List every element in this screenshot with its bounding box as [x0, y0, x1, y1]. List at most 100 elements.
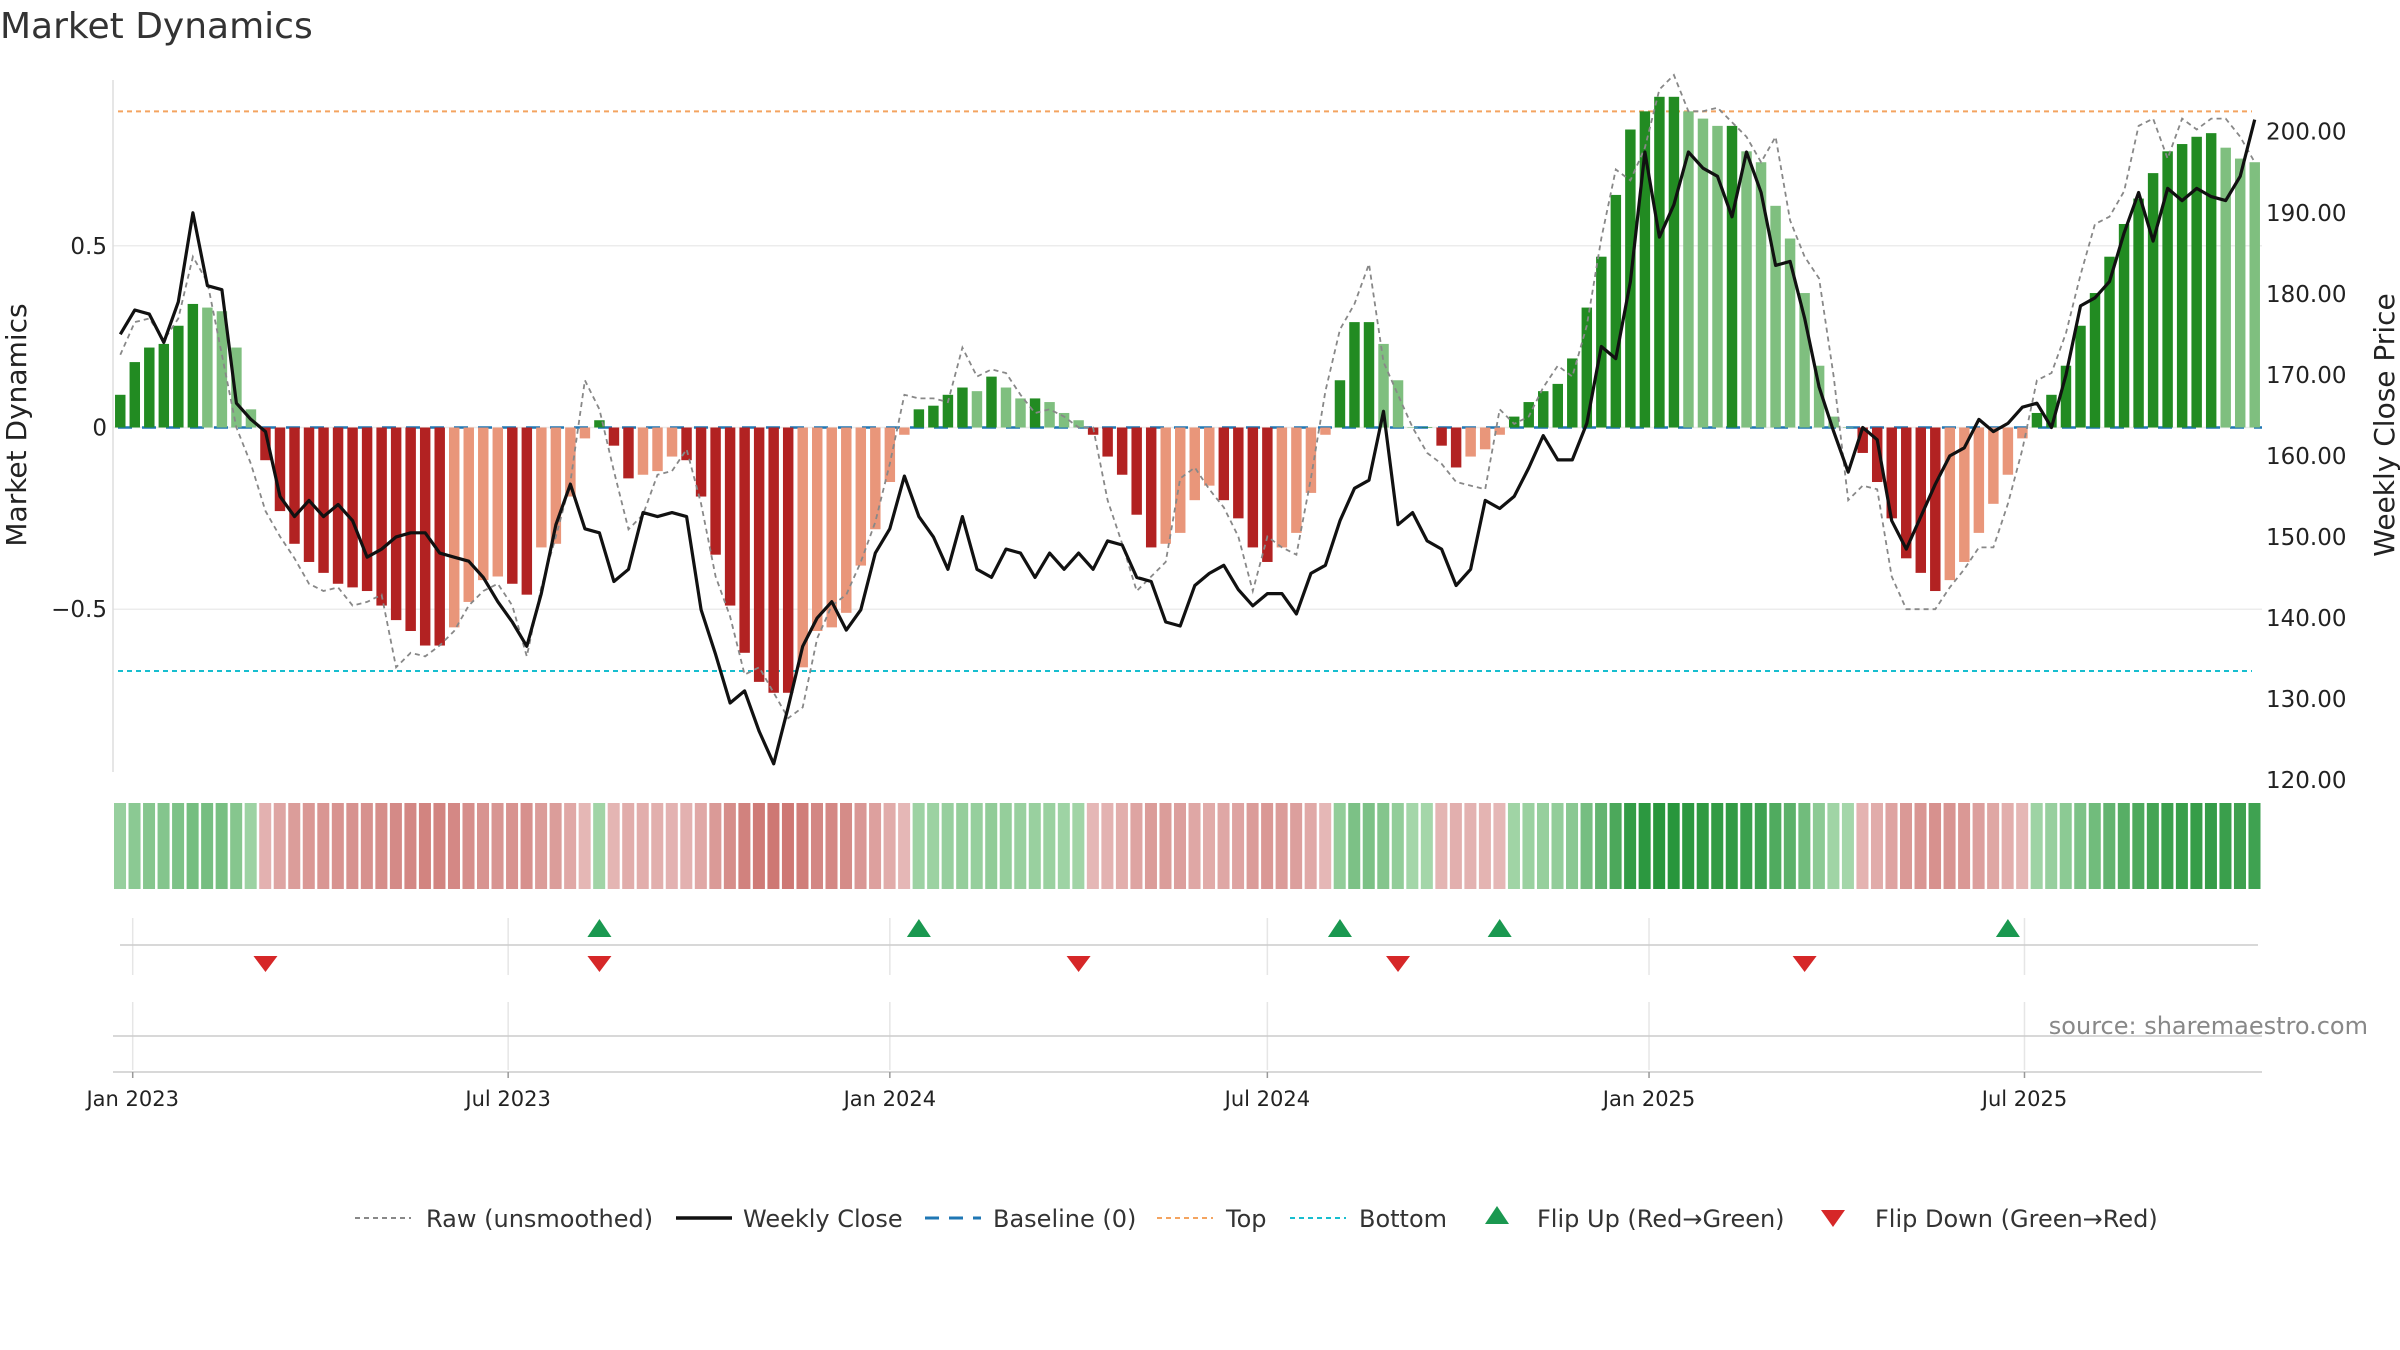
heat-strip-cell — [535, 803, 548, 889]
dynamics-bar — [115, 394, 126, 428]
dynamics-bar — [1871, 427, 1883, 483]
dynamics-bar — [724, 427, 736, 606]
heat-strip-cell — [1769, 803, 1782, 889]
dynamics-bar — [1320, 427, 1331, 435]
x-tick-label: Jan 2024 — [842, 1087, 937, 1111]
heat-strip-cell — [1362, 803, 1375, 889]
heat-strip-cell — [157, 803, 170, 889]
flip-down-marker — [587, 956, 612, 972]
dynamics-bar — [2220, 147, 2231, 428]
heat-strip-cell — [273, 803, 286, 889]
dynamics-bar — [1697, 118, 1709, 428]
dynamics-bar — [2249, 162, 2260, 428]
heat-strip-cell — [1246, 803, 1259, 889]
heat-strip-cell — [1086, 803, 1099, 889]
heat-strip-cell — [578, 803, 591, 889]
heat-strip-cell — [201, 803, 214, 889]
y2-tick-label: 200.00 — [2266, 120, 2346, 146]
dynamics-bar — [1886, 427, 1897, 519]
dynamics-bar — [1973, 427, 1985, 533]
heat-strip-cell — [1536, 803, 1550, 889]
dynamics-bar — [187, 303, 199, 428]
heat-strip-cell — [2233, 803, 2246, 889]
flip-down-marker — [1792, 956, 1817, 972]
dynamics-bar — [1726, 125, 1738, 428]
dynamics-bar — [1479, 427, 1491, 450]
dynamics-bar — [1015, 398, 1026, 428]
heat-strip-cell — [869, 803, 882, 889]
heat-strip-cell — [1841, 803, 1854, 889]
dynamics-bar — [1538, 391, 1549, 428]
legend-item-bottom: Bottom — [1290, 1205, 1447, 1233]
heat-strip-cell — [244, 803, 257, 889]
legend-label-top: Top — [1225, 1205, 1267, 1233]
heat-strip-cell — [1711, 803, 1724, 889]
x-tick-label: Jul 2025 — [1980, 1087, 2067, 1111]
flip-markers-panel — [120, 918, 2258, 975]
heat-strip-cell — [2016, 803, 2029, 889]
dynamics-bar — [1334, 380, 1346, 428]
heat-strip-cell — [796, 803, 809, 889]
dynamics-bar — [753, 427, 765, 682]
dynamics-bar — [2147, 173, 2159, 428]
heat-strip-cell — [1348, 803, 1361, 889]
heat-strip-cell — [1391, 803, 1404, 889]
heat-strip-cell — [1043, 803, 1056, 889]
dynamics-bar — [1276, 427, 1288, 548]
dynamics-bar — [1668, 96, 1680, 428]
heat-strip-cell — [781, 803, 794, 889]
legend-swatch-flip-up — [1485, 1206, 1509, 1224]
legend-label-close: Weekly Close — [743, 1205, 903, 1233]
heat-strip-cell — [694, 803, 707, 889]
heat-strip-cell — [810, 803, 823, 889]
heat-strip-cell — [1667, 803, 1680, 889]
y2-tick-label: 120.00 — [2266, 768, 2346, 794]
dynamics-bar — [2191, 136, 2202, 428]
dynamics-bar — [1901, 427, 1912, 559]
dynamics-bar — [2176, 144, 2188, 428]
heat-strip-cell — [2074, 803, 2087, 889]
heat-strip-cell — [172, 803, 185, 889]
dynamics-bar — [971, 391, 983, 428]
heat-strip-cell — [1188, 803, 1201, 889]
heat-strip-cell — [1638, 803, 1651, 889]
flip-up-marker — [1995, 919, 2020, 937]
dynamics-bar — [1842, 427, 1854, 428]
legend-label-bottom: Bottom — [1359, 1205, 1447, 1233]
heat-strip-cell — [941, 803, 954, 889]
heat-strip-cell — [418, 803, 431, 889]
flip-up-marker — [587, 919, 612, 937]
dynamics-bar — [1654, 96, 1665, 428]
heat-strip-cell — [2132, 803, 2145, 889]
legend-item-flip_up: Flip Up (Red→Green) — [1485, 1205, 1785, 1233]
dynamics-bar — [1857, 427, 1868, 453]
legend-label-flip_up: Flip Up (Red→Green) — [1537, 1205, 1785, 1233]
heat-strip-cell — [302, 803, 315, 889]
y2-tick-label: 150.00 — [2266, 525, 2346, 551]
heat-strip-cell — [680, 803, 693, 889]
heat-strip-cell — [506, 803, 519, 889]
dynamics-bar — [129, 362, 141, 428]
heat-strip-cell — [1217, 803, 1230, 889]
heat-strip-cell — [1232, 803, 1245, 889]
heat-strip-cell — [1754, 803, 1767, 889]
dynamics-bar — [913, 409, 925, 428]
heat-strip-cell — [1624, 803, 1637, 889]
dynamics-bar — [434, 427, 445, 646]
heat-strip-cell — [1449, 803, 1462, 889]
heat-strip-cell — [1261, 803, 1274, 889]
heat-strip-cell — [2045, 803, 2058, 889]
dynamics-bar — [841, 427, 852, 613]
dynamics-bar — [1436, 427, 1447, 446]
heat-strip-cell — [1333, 803, 1346, 889]
dynamics-bar — [1145, 427, 1157, 548]
y-axis-label: Market Dynamics — [0, 303, 33, 546]
dynamics-bar — [1944, 427, 1956, 581]
dynamics-bar — [1639, 111, 1651, 428]
heat-strip-cell — [1856, 803, 1869, 889]
y2-axis-label: Weekly Close Price — [2368, 293, 2400, 556]
heat-strip-cell — [665, 803, 678, 889]
heat-strip-cell — [1144, 803, 1157, 889]
dynamics-bar — [318, 427, 329, 573]
